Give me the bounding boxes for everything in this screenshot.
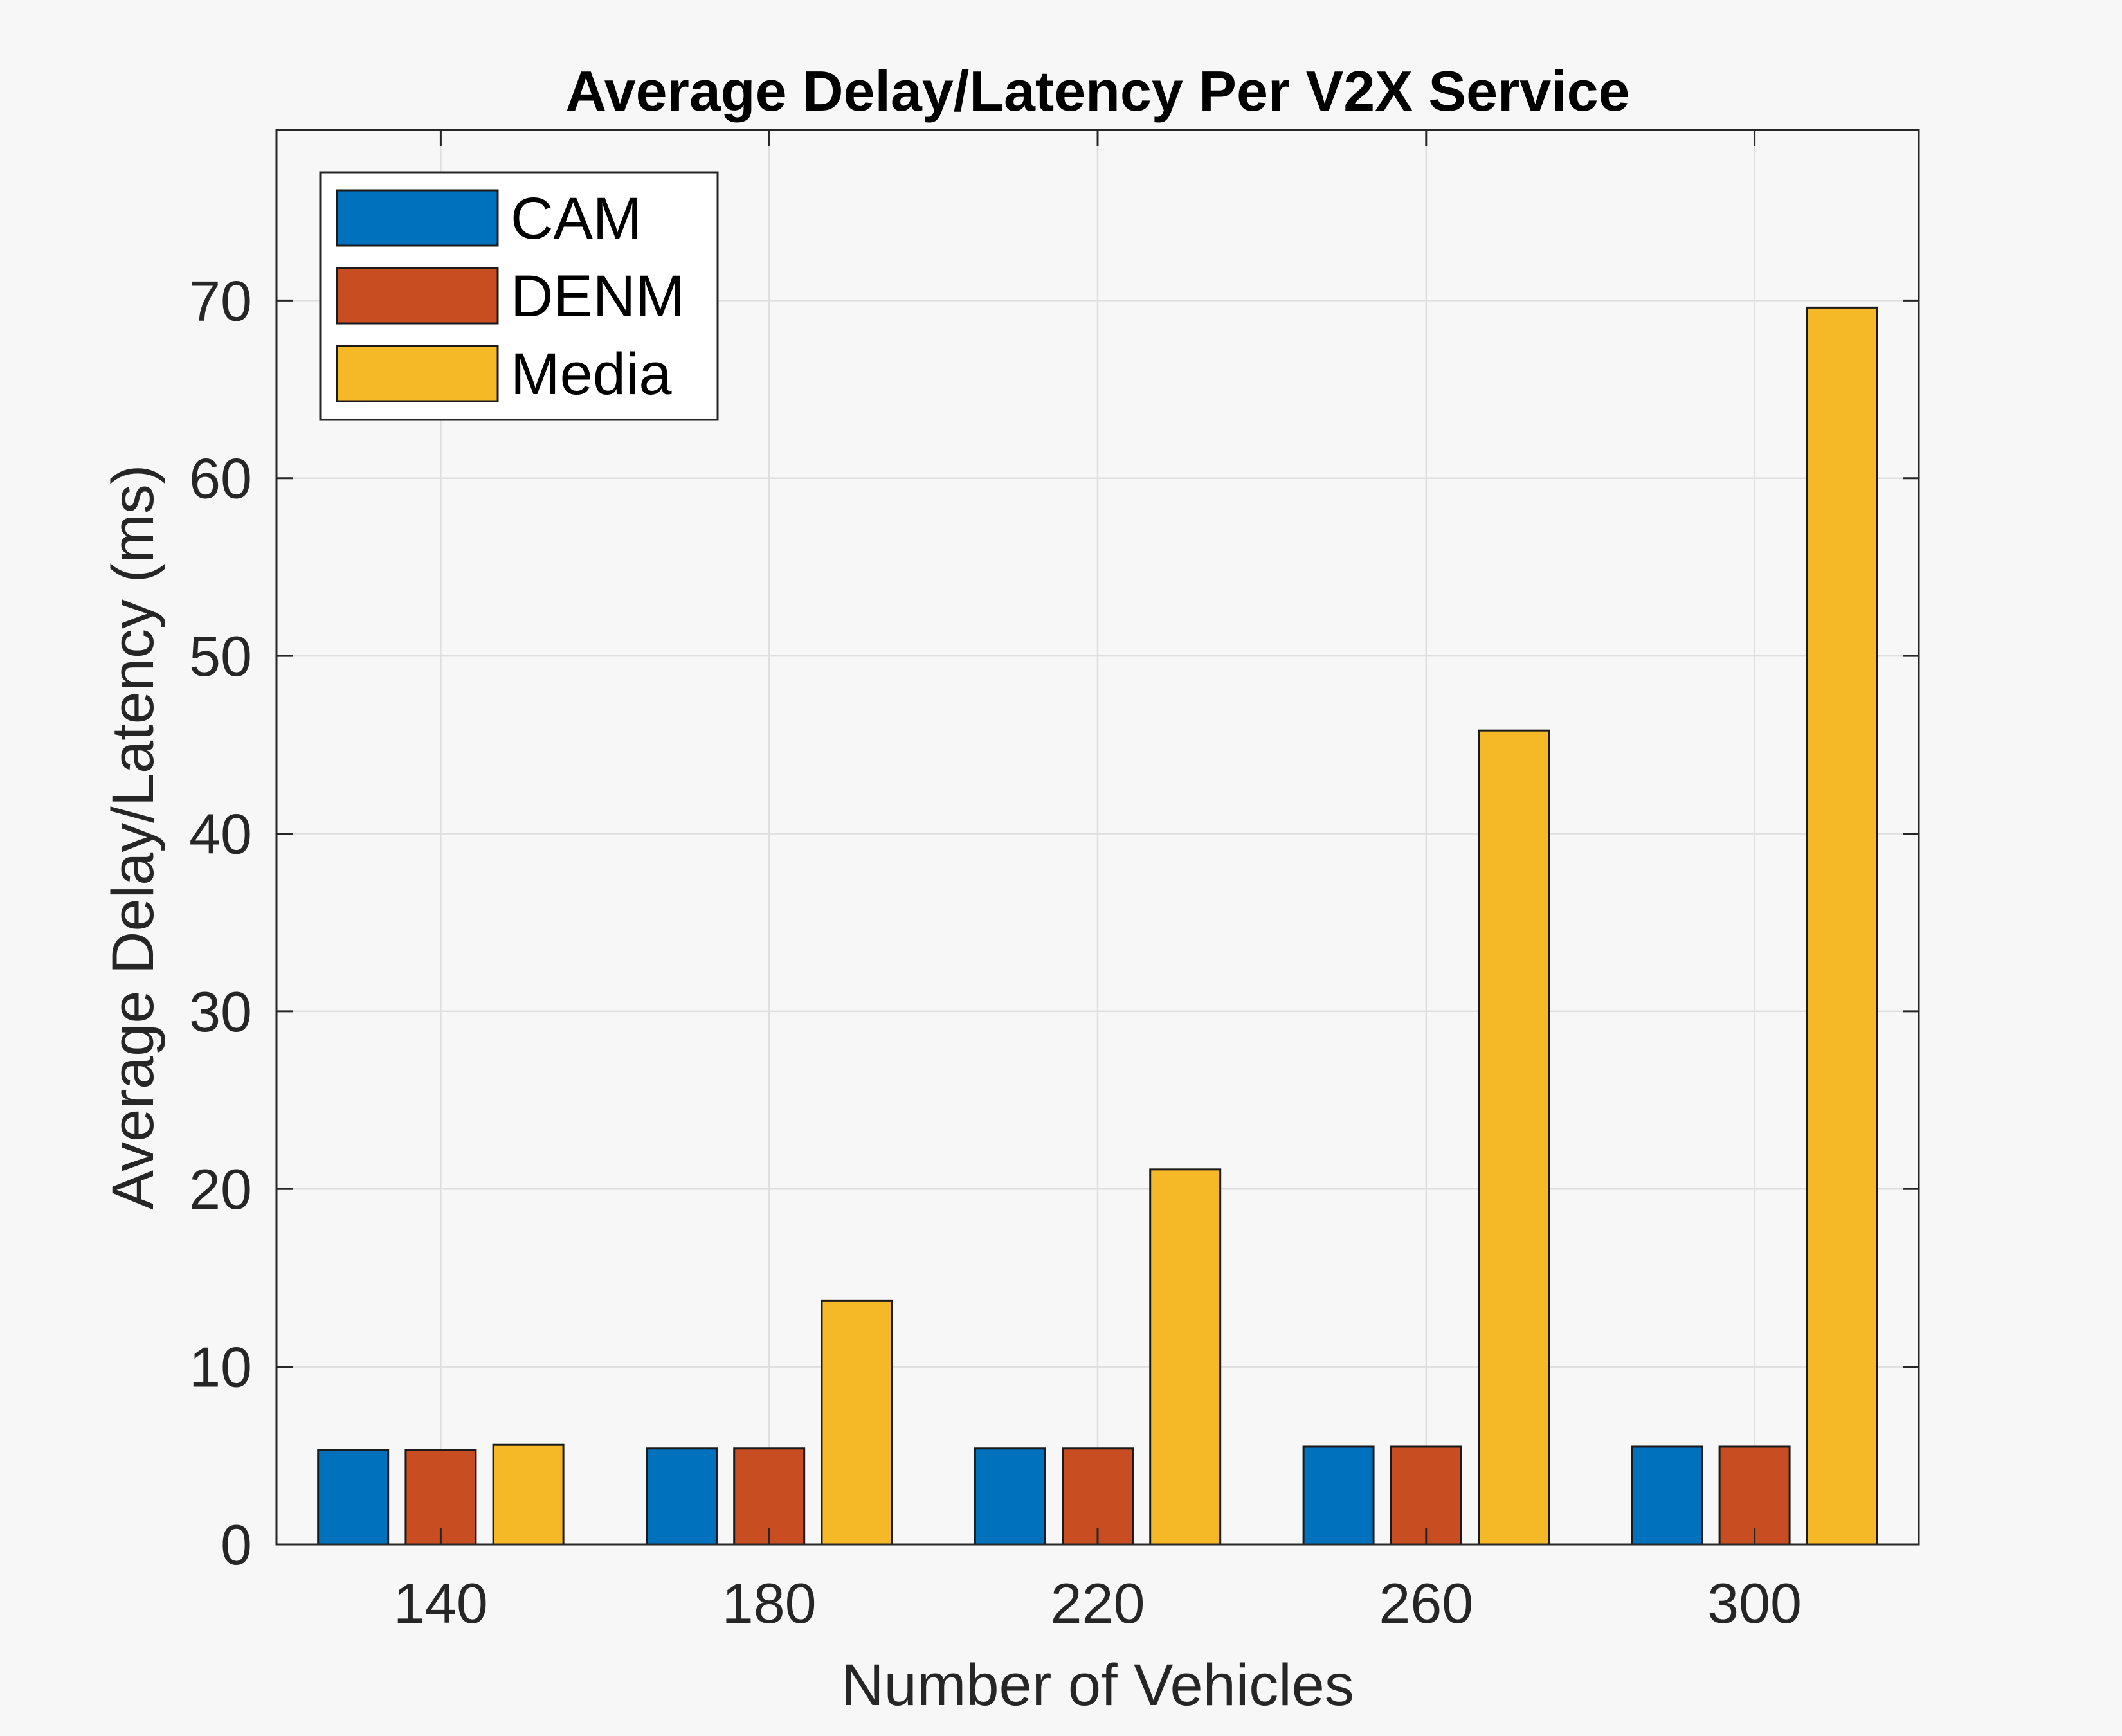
y-tick-label: 0 — [221, 1513, 252, 1577]
y-tick-label: 50 — [189, 624, 252, 688]
y-axis-label: Average Delay/Latency (ms) — [100, 464, 166, 1209]
grid — [277, 130, 1919, 1544]
bar-media-180 — [821, 1299, 893, 1546]
bar-cam-260 — [1302, 1445, 1375, 1546]
legend-label-media: Media — [511, 341, 672, 407]
legend: CAM DENM Media — [319, 171, 719, 421]
legend-swatch-cam — [336, 189, 499, 247]
y-tick-label: 30 — [189, 980, 252, 1044]
y-tick-label: 70 — [189, 269, 252, 332]
bar-denm-300 — [1718, 1445, 1791, 1546]
x-tick-label: 140 — [394, 1571, 488, 1635]
legend-label-cam: CAM — [511, 186, 642, 251]
bar-media-140 — [492, 1443, 565, 1546]
bar-cam-140 — [317, 1449, 390, 1546]
bar-denm-260 — [1390, 1445, 1462, 1546]
bar-media-260 — [1478, 729, 1550, 1546]
legend-swatch-denm — [336, 267, 499, 325]
x-tick-label: 180 — [722, 1571, 817, 1635]
x-tick-label: 260 — [1379, 1571, 1473, 1635]
chart-title: Average Delay/Latency Per V2X Service — [565, 59, 1629, 123]
bar-cam-180 — [646, 1447, 718, 1546]
bars — [317, 306, 1878, 1546]
ticks: 0 10 20 30 40 50 60 70 140 180 220 260 300 — [189, 130, 1919, 1635]
x-axis-label: Number of Vehicles — [841, 1652, 1354, 1718]
y-tick-label: 20 — [189, 1157, 252, 1221]
legend-label-denm: DENM — [511, 264, 685, 329]
y-tick-label: 60 — [189, 447, 252, 511]
x-tick-label: 300 — [1707, 1571, 1802, 1635]
y-tick-label: 40 — [189, 802, 252, 865]
bar-media-220 — [1149, 1168, 1222, 1546]
bar-cam-220 — [974, 1447, 1046, 1546]
y-tick-label: 10 — [189, 1335, 252, 1399]
x-tick-label: 220 — [1051, 1571, 1145, 1635]
legend-swatch-media — [336, 345, 499, 402]
bar-cam-300 — [1631, 1445, 1703, 1546]
bar-media-300 — [1806, 306, 1878, 1546]
